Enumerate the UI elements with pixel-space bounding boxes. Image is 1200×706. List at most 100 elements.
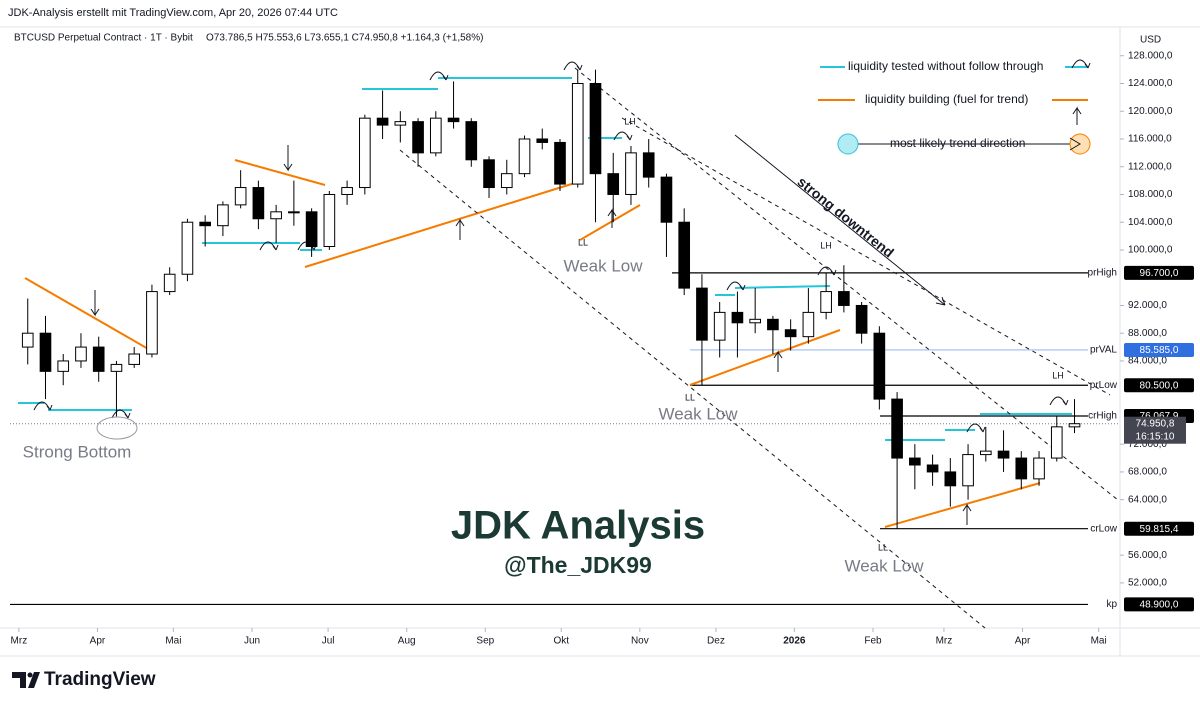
candle-body bbox=[146, 291, 158, 355]
candle-body bbox=[554, 141, 566, 185]
weak-low: Weak Low bbox=[563, 256, 643, 275]
candle-body bbox=[571, 82, 584, 185]
candle-body bbox=[1050, 426, 1063, 459]
candle-body bbox=[252, 187, 265, 220]
x-tick-label: Apr bbox=[90, 636, 106, 647]
candle-body bbox=[749, 318, 761, 324]
last-price-badge bbox=[1124, 416, 1186, 444]
level-label: 76.067,9 bbox=[1140, 411, 1179, 422]
x-tick-label: Mai bbox=[165, 636, 181, 647]
candle-body bbox=[1068, 423, 1081, 428]
bottom-circle bbox=[96, 416, 138, 440]
up-arrow bbox=[773, 350, 783, 372]
x-tick-label: Mai bbox=[1091, 636, 1107, 647]
y-tick-label: 104.000,0 bbox=[1128, 217, 1173, 228]
up-arrow bbox=[962, 503, 972, 525]
header: JDK-Analysis erstellt mit TradingView.co… bbox=[8, 7, 338, 19]
y-tick-label: 128.000,0 bbox=[1128, 50, 1173, 61]
trend-arrow bbox=[734, 134, 946, 306]
y-tick-label: 84.000,0 bbox=[1128, 356, 1167, 367]
y-tick-label: 112.000,0 bbox=[1128, 161, 1172, 172]
x-tick-label: Okt bbox=[553, 636, 569, 647]
y-tick-label: 88.000,0 bbox=[1128, 328, 1167, 339]
y-tick-label: 100.000,0 bbox=[1128, 245, 1173, 256]
candle-body bbox=[128, 353, 141, 365]
x-tick-label: Jul bbox=[322, 636, 335, 647]
orange-annotation bbox=[24, 277, 151, 351]
up-arrow bbox=[607, 208, 617, 228]
y-tick-label: 68.000,0 bbox=[1128, 467, 1167, 478]
legend-text: most likely trend direction bbox=[890, 136, 1025, 150]
channel-line bbox=[399, 149, 986, 629]
down-arrow bbox=[283, 145, 293, 172]
tv-logo: TradingView bbox=[12, 669, 156, 690]
level-name: crHigh bbox=[1088, 411, 1117, 422]
candle-body bbox=[838, 291, 850, 306]
weak-low: Weak Low bbox=[844, 556, 924, 575]
down-arrow bbox=[90, 290, 100, 317]
y-tick-label: 56.000,0 bbox=[1128, 550, 1167, 561]
candle-body bbox=[483, 159, 495, 189]
level-badge bbox=[1124, 597, 1194, 612]
channel-line bbox=[574, 67, 1119, 501]
orange-annotation bbox=[884, 482, 1041, 528]
y-tick-label: 124.000,0 bbox=[1128, 78, 1173, 89]
candle-body bbox=[163, 273, 176, 293]
candle-body bbox=[110, 363, 123, 372]
x-tick-label: Feb bbox=[864, 636, 882, 647]
ohlc: O73.786,5 H75.553,6 L73.655,1 C74.950,8 … bbox=[206, 33, 483, 44]
candle-body bbox=[429, 117, 442, 154]
candle-body bbox=[802, 311, 815, 338]
candle-body bbox=[217, 204, 229, 227]
strong-bottom: Strong Bottom bbox=[23, 442, 132, 461]
level-label: 48.900,0 bbox=[1140, 600, 1179, 611]
level-name: crLow bbox=[1090, 523, 1117, 534]
candle-body bbox=[713, 311, 726, 341]
lh-label: LH bbox=[1052, 370, 1064, 380]
candle-body bbox=[447, 117, 460, 123]
candle-body bbox=[589, 82, 602, 175]
lh-label: LH bbox=[624, 116, 636, 126]
handle: @The_JDK99 bbox=[504, 552, 652, 578]
candle-body bbox=[412, 121, 424, 154]
candle-body bbox=[270, 211, 282, 220]
candle-body bbox=[376, 117, 389, 126]
candle-body bbox=[75, 346, 87, 362]
cyan-annotation bbox=[734, 285, 831, 289]
ll-label: LL bbox=[878, 542, 888, 552]
candle-body bbox=[341, 187, 353, 195]
x-tick-label: Jun bbox=[244, 636, 260, 647]
watermark: JDK Analysis bbox=[451, 504, 705, 548]
candle-body bbox=[820, 291, 832, 313]
x-tick-label: Apr bbox=[1015, 636, 1031, 647]
candle-body bbox=[944, 471, 957, 487]
level-badge bbox=[1124, 521, 1194, 536]
candle-body bbox=[92, 346, 105, 372]
level-name: prHigh bbox=[1088, 267, 1117, 278]
hook-arrow bbox=[1049, 396, 1069, 406]
candle-body bbox=[394, 121, 407, 126]
candle-body bbox=[767, 318, 779, 331]
countdown: 16:15:10 bbox=[1136, 431, 1175, 442]
hook-arrow bbox=[613, 131, 633, 141]
hook-arrow bbox=[563, 61, 583, 71]
legend-text: liquidity building (fuel for trend) bbox=[865, 92, 1028, 106]
candle-body bbox=[926, 464, 939, 473]
level-label: 96.700,0 bbox=[1140, 268, 1179, 279]
ll-label: LL bbox=[578, 237, 588, 247]
candle-body bbox=[962, 454, 974, 487]
candle-body bbox=[979, 450, 992, 456]
candle-body bbox=[873, 332, 886, 400]
candle-body bbox=[465, 121, 478, 161]
orange-annotation bbox=[579, 204, 641, 241]
candle-body bbox=[625, 152, 637, 195]
hook-arrow bbox=[726, 281, 746, 291]
level-badge bbox=[1124, 265, 1194, 280]
x-tick-label: Sep bbox=[476, 636, 494, 647]
y-tick-label: 116.000,0 bbox=[1128, 134, 1172, 145]
candle-body bbox=[1015, 457, 1028, 480]
candle-body bbox=[305, 211, 318, 247]
candle-body bbox=[181, 221, 194, 275]
logo-mark bbox=[12, 672, 40, 688]
